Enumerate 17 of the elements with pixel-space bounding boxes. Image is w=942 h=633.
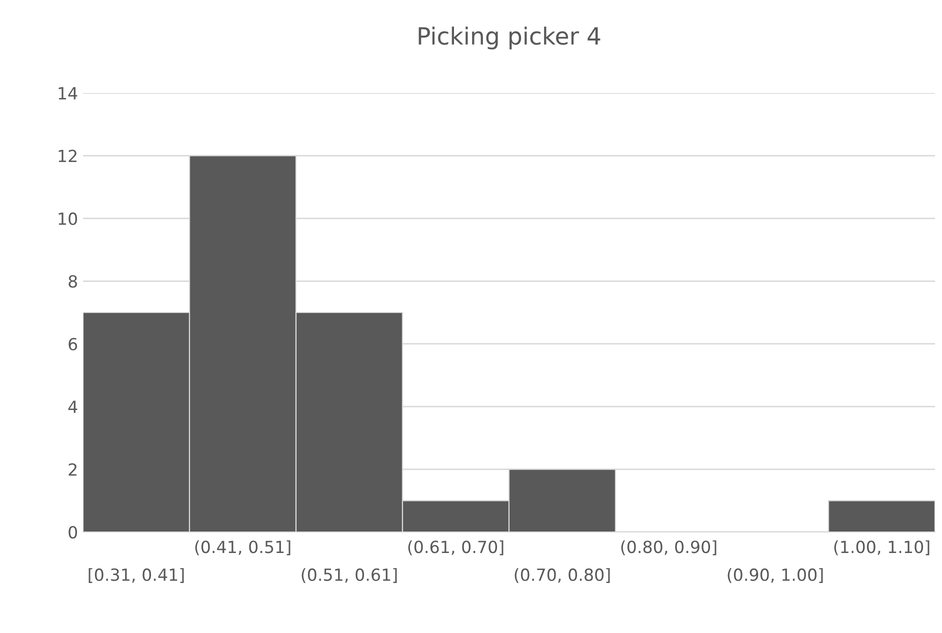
x-tick-label: (0.51, 0.61]	[302, 568, 397, 583]
y-tick-label: 0	[68, 526, 78, 539]
x-tick-label: (0.90, 1.00]	[728, 568, 823, 583]
y-tick-label: 6	[68, 338, 78, 350]
y-tick-label: 10	[58, 212, 78, 225]
x-tick-label: (0.61, 0.70]	[408, 540, 504, 556]
y-tick-label: 4	[68, 400, 78, 413]
y-tick-label: 14	[58, 87, 78, 100]
x-tick-label: (0.80, 0.90]	[621, 540, 716, 556]
y-tick-label: 8	[68, 275, 77, 288]
y-tick-label: 12	[58, 150, 76, 162]
x-tick-label: [0.31, 0.41]	[88, 568, 184, 583]
x-tick-label: (0.41, 0.51]	[195, 540, 290, 556]
x-tick-label: (0.70, 0.80]	[514, 568, 610, 583]
chart-title: Picking picker 4	[418, 26, 600, 50]
x-tick-label: (1.00, 1.10]	[834, 540, 930, 556]
y-tick-label: 2	[68, 463, 76, 476]
